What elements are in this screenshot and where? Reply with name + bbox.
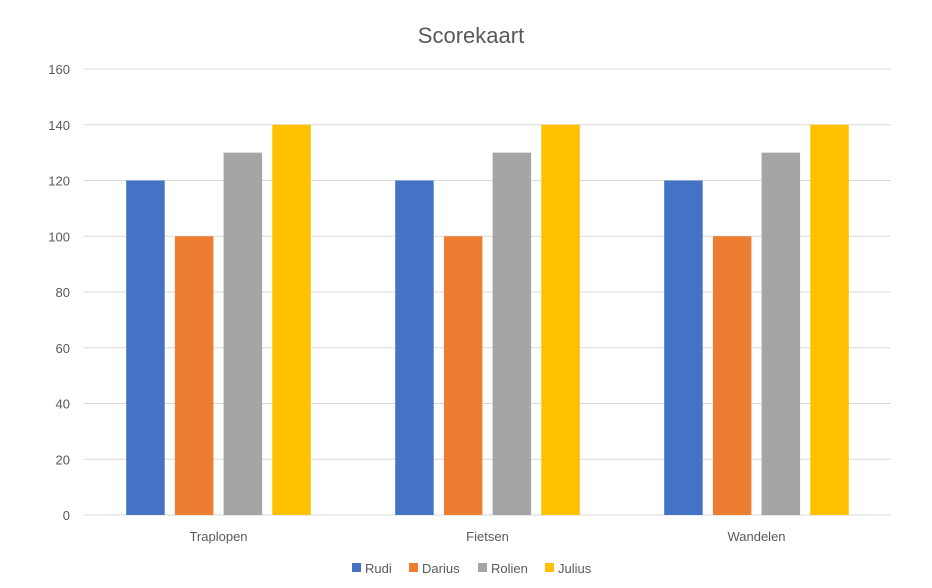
bar-darius-traplopen xyxy=(174,236,214,515)
bar-darius-wandelen xyxy=(712,236,752,515)
legend-swatch-rudi xyxy=(352,563,361,572)
x-category-label: Wandelen xyxy=(727,529,785,544)
bar-julius-wandelen xyxy=(810,124,849,515)
chart-title: Scorekaart xyxy=(418,23,524,48)
bar-rolien-traplopen xyxy=(223,152,263,515)
y-tick-label: 160 xyxy=(48,62,70,77)
bar-rudi-traplopen xyxy=(126,180,165,515)
legend-swatch-julius xyxy=(545,563,554,572)
y-axis-ticks: 0 20 40 60 80 100 120 140 160 xyxy=(48,62,70,523)
bar-rolien-wandelen xyxy=(761,152,801,515)
legend-swatch-rolien xyxy=(478,563,487,572)
legend-label-rolien: Rolien xyxy=(491,561,528,576)
x-axis-categories: Traplopen Fietsen Wandelen xyxy=(189,529,785,544)
y-tick-label: 0 xyxy=(63,508,70,523)
bar-rolien-fietsen xyxy=(492,152,532,515)
y-tick-label: 60 xyxy=(56,341,70,356)
legend-label-darius: Darius xyxy=(422,561,460,576)
y-tick-label: 40 xyxy=(56,397,70,412)
y-tick-label: 140 xyxy=(48,118,70,133)
x-category-label: Fietsen xyxy=(466,529,509,544)
legend-label-rudi: Rudi xyxy=(365,561,392,576)
legend: Rudi Darius Rolien Julius xyxy=(352,561,592,576)
y-tick-label: 120 xyxy=(48,174,70,189)
bars xyxy=(126,124,849,515)
legend-swatch-darius xyxy=(409,563,418,572)
y-tick-label: 80 xyxy=(56,285,70,300)
bar-rudi-fietsen xyxy=(395,180,434,515)
legend-label-julius: Julius xyxy=(558,561,592,576)
x-category-label: Traplopen xyxy=(189,529,247,544)
bar-julius-fietsen xyxy=(541,124,580,515)
y-tick-label: 100 xyxy=(48,229,70,244)
bar-julius-traplopen xyxy=(272,124,311,515)
bar-darius-fietsen xyxy=(443,236,483,515)
y-tick-label: 20 xyxy=(56,452,70,467)
gridlines xyxy=(84,68,891,516)
bar-rudi-wandelen xyxy=(664,180,703,515)
